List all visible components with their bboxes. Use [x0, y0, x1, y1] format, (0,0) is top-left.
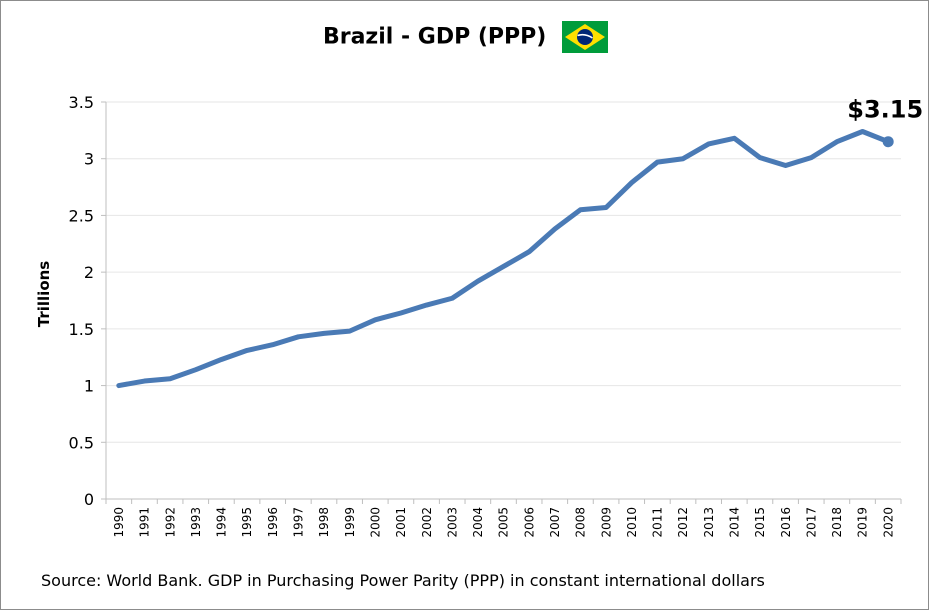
series-line: [116, 128, 891, 389]
y-tick-label: 3: [84, 150, 94, 169]
x-tick-label: 2015: [753, 507, 767, 538]
chart-title-text: Brazil - GDP (PPP): [322, 24, 547, 50]
x-tick-label: 1999: [343, 507, 357, 538]
flag-globe: [577, 29, 594, 45]
chart-title: Brazil - GDP (PPP): [1, 21, 929, 53]
y-tick-label: 2: [84, 263, 94, 282]
x-tick-label: 2005: [497, 507, 511, 538]
y-tick-label: 1.5: [69, 320, 94, 339]
x-tick-label: 1991: [138, 507, 152, 538]
x-tick-label: 1990: [112, 507, 126, 538]
x-tick-label: 2019: [856, 507, 870, 538]
x-tick-label: 2008: [574, 507, 588, 538]
x-tick-label: 2004: [471, 507, 485, 538]
x-tick-label: 2001: [394, 507, 408, 538]
x-tick-label: 2006: [522, 507, 536, 538]
x-tick-label: 1996: [266, 507, 280, 538]
y-tick-label: 0: [84, 490, 94, 509]
x-tick-label: 2003: [445, 507, 459, 538]
x-tick-label: 2016: [779, 507, 793, 538]
x-tick-label: 2018: [830, 507, 844, 538]
source-note: Source: World Bank. GDP in Purchasing Po…: [41, 571, 765, 590]
x-tick-label: 2011: [651, 507, 665, 538]
brazil-flag-icon: [562, 21, 609, 53]
x-tick-label: 2002: [420, 507, 434, 538]
y-tick-label: 1: [84, 377, 94, 396]
x-tick-label: 1995: [240, 507, 254, 538]
x-tick-label: 1992: [163, 507, 177, 538]
end-point-marker: [882, 136, 894, 148]
x-tick-label: 1994: [215, 507, 229, 538]
x-tick-label: 1998: [317, 507, 331, 538]
x-tick-label: 2010: [625, 507, 639, 538]
flag-band: [577, 33, 593, 39]
end-value-label: $3.15: [847, 96, 923, 124]
x-tick-label: 2009: [599, 507, 613, 538]
x-tick-label: 1997: [292, 507, 306, 538]
x-tick-label: 2007: [548, 507, 562, 538]
x-tick-label: 1993: [189, 507, 203, 538]
x-tick-label: 2012: [676, 507, 690, 538]
x-tick-label: 2000: [368, 507, 382, 538]
y-axis-label: Trillions: [35, 260, 54, 328]
x-tick-label: 2020: [881, 507, 895, 538]
x-tick-label: 2013: [702, 507, 716, 538]
y-tick-label: 3.5: [69, 93, 94, 112]
y-tick-label: 0.5: [69, 433, 94, 452]
y-tick-label: 2.5: [69, 206, 94, 225]
x-tick-label: 2014: [728, 507, 742, 538]
x-tick-label: 2017: [804, 507, 818, 538]
